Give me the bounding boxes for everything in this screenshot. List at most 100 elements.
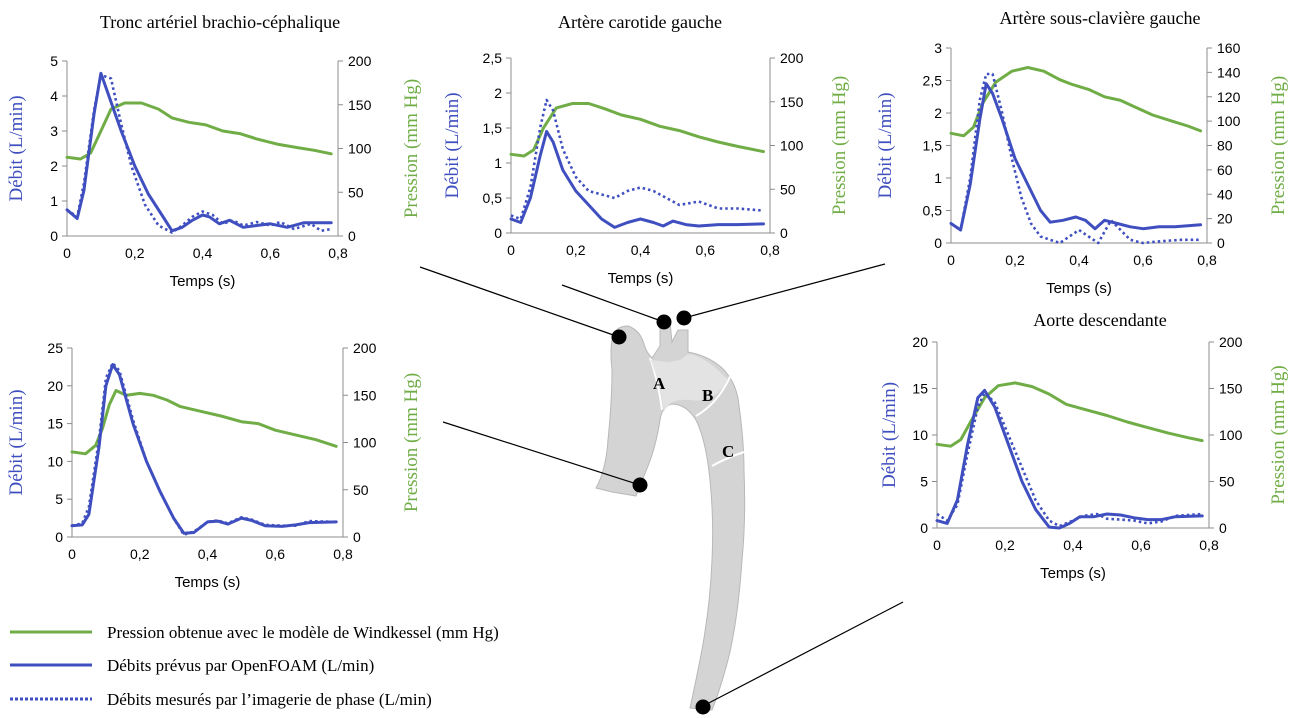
- y2-axis-label: Pression (mm Hg): [1268, 365, 1289, 504]
- x-axis-label: Temps (s): [1040, 565, 1106, 582]
- x-tick-label: 0: [947, 252, 955, 268]
- y-tick-label: 10: [47, 453, 63, 469]
- y-axis-label: Débit (L/min): [6, 95, 27, 201]
- y2-tick-label: 200: [348, 53, 372, 69]
- legend-label-flow: Débits prévus par OpenFOAM (L/min): [107, 656, 374, 675]
- y-axis-label: Débit (L/min): [442, 92, 463, 198]
- y-tick-label: 2,5: [483, 50, 503, 66]
- y2-tick-label: 150: [353, 387, 377, 403]
- y-tick-label: 2: [934, 105, 942, 121]
- aorta-label-c: C: [722, 442, 734, 461]
- aorta-label-a: A: [653, 374, 666, 393]
- y2-axis-label: Pression (mm Hg): [401, 373, 422, 512]
- y-tick-label: 3: [50, 123, 58, 139]
- y2-axis-label: Pression (mm Hg): [829, 76, 850, 215]
- y2-tick-label: 100: [780, 138, 804, 154]
- legend-label-pressure: Pression obtenue avec le modèle de Windk…: [107, 623, 499, 642]
- marker-lcca: [656, 314, 672, 330]
- y2-tick-label: 160: [1217, 40, 1241, 56]
- y2-axis-label: Pression (mm Hg): [401, 79, 422, 218]
- y-tick-label: 0,5: [483, 190, 503, 206]
- series-flow: [65, 71, 333, 233]
- y2-tick-label: 0: [1217, 235, 1225, 251]
- y-axis-label: Débit (L/min): [879, 382, 900, 488]
- y-tick-label: 0: [50, 228, 58, 244]
- series-flow: [70, 363, 338, 535]
- y-tick-label: 20: [47, 378, 63, 394]
- x-tick-label: 0,2: [125, 245, 145, 261]
- x-tick-label: 0: [933, 537, 941, 553]
- y2-tick-label: 50: [1219, 474, 1235, 490]
- series-pressure: [70, 389, 338, 456]
- x-tick-label: 0,4: [198, 546, 218, 562]
- y-tick-label: 20: [912, 334, 928, 350]
- y2-tick-label: 0: [1219, 520, 1227, 536]
- marker-ascending: [632, 477, 648, 493]
- arch-highlight: [650, 354, 728, 412]
- x-axis-label: Temps (s): [170, 273, 236, 290]
- x-tick-label: 0: [63, 245, 71, 261]
- x-axis-label: Temps (s): [1046, 280, 1112, 297]
- series-pressure: [949, 66, 1203, 138]
- chart-title: Artère sous-clavière gauche: [1000, 8, 1201, 28]
- x-tick-label: 0,8: [760, 242, 780, 258]
- y2-tick-label: 0: [353, 529, 361, 545]
- chart-ascending-aorta: 0 5 10 15 20 25 0 50 100 150 200 0 0,2 0,4 0,6 0,8 Temps…: [6, 340, 422, 591]
- y2-tick-label: 20: [1217, 211, 1233, 227]
- y-tick-label: 0: [920, 520, 928, 536]
- x-tick-label: 0,6: [261, 245, 281, 261]
- series-measured: [936, 391, 1203, 528]
- y-tick-label: 5: [50, 53, 58, 69]
- y2-tick-label: 60: [1217, 162, 1233, 178]
- y-tick-label: 10: [912, 427, 928, 443]
- y2-tick-label: 100: [348, 141, 372, 157]
- section-line-b: [695, 371, 733, 417]
- y2-tick-label: 0: [780, 225, 788, 241]
- x-tick-label: 0,6: [696, 242, 716, 258]
- y-tick-label: 15: [912, 381, 928, 397]
- series-pressure: [935, 381, 1204, 448]
- y-tick-label: 2: [50, 158, 58, 174]
- y2-tick-label: 150: [780, 94, 804, 110]
- x-tick-label: 0,4: [1069, 252, 1089, 268]
- x-tick-label: 0,8: [328, 245, 348, 261]
- legend: Pression obtenue avec le modèle de Windk…: [10, 623, 499, 709]
- y-tick-label: 4: [50, 88, 58, 104]
- chart-title: Aorte descendante: [1033, 310, 1166, 330]
- connector-descending: [702, 601, 904, 707]
- y-axis-label: Débit (L/min): [6, 389, 27, 495]
- y-axis-label: Débit (L/min): [875, 92, 896, 198]
- y-tick-label: 1: [50, 193, 58, 209]
- y2-tick-label: 150: [348, 97, 372, 113]
- x-tick-label: 0,2: [566, 242, 586, 258]
- x-tick-label: 0,8: [1199, 537, 1219, 553]
- series-flow: [949, 82, 1203, 232]
- connector-lcca: [561, 284, 665, 323]
- y2-tick-label: 50: [348, 184, 364, 200]
- aorta-model: A B C: [595, 321, 746, 711]
- connector-ascending: [442, 421, 641, 486]
- y-tick-label: 25: [47, 340, 63, 356]
- y-tick-label: 3: [934, 40, 942, 56]
- aorta-shape: [595, 321, 746, 711]
- y2-tick-label: 80: [1217, 138, 1233, 154]
- y2-tick-label: 50: [353, 482, 369, 498]
- y2-tick-label: 100: [1217, 113, 1241, 129]
- chart-left-carotid: 0 0,5 1 1,5 2 2,5 0 50 100 150 200 0 0,2 0,4 0,6 0,8 Tem…: [442, 12, 850, 287]
- y-tick-label: 1,5: [923, 138, 943, 154]
- x-tick-label: 0,2: [130, 546, 150, 562]
- chart-title: Tronc artériel brachio-céphalique: [100, 12, 340, 32]
- marker-bca: [611, 329, 627, 345]
- x-tick-label: 0,4: [1063, 537, 1083, 553]
- y2-axis-label: Pression (mm Hg): [1268, 76, 1289, 215]
- x-tick-label: 0,2: [1005, 252, 1025, 268]
- x-tick-label: 0,2: [995, 537, 1015, 553]
- series-pressure: [509, 102, 765, 158]
- connectors: [419, 263, 904, 715]
- y2-tick-label: 0: [348, 228, 356, 244]
- y2-tick-label: 150: [1219, 381, 1243, 397]
- y2-tick-label: 100: [1219, 427, 1243, 443]
